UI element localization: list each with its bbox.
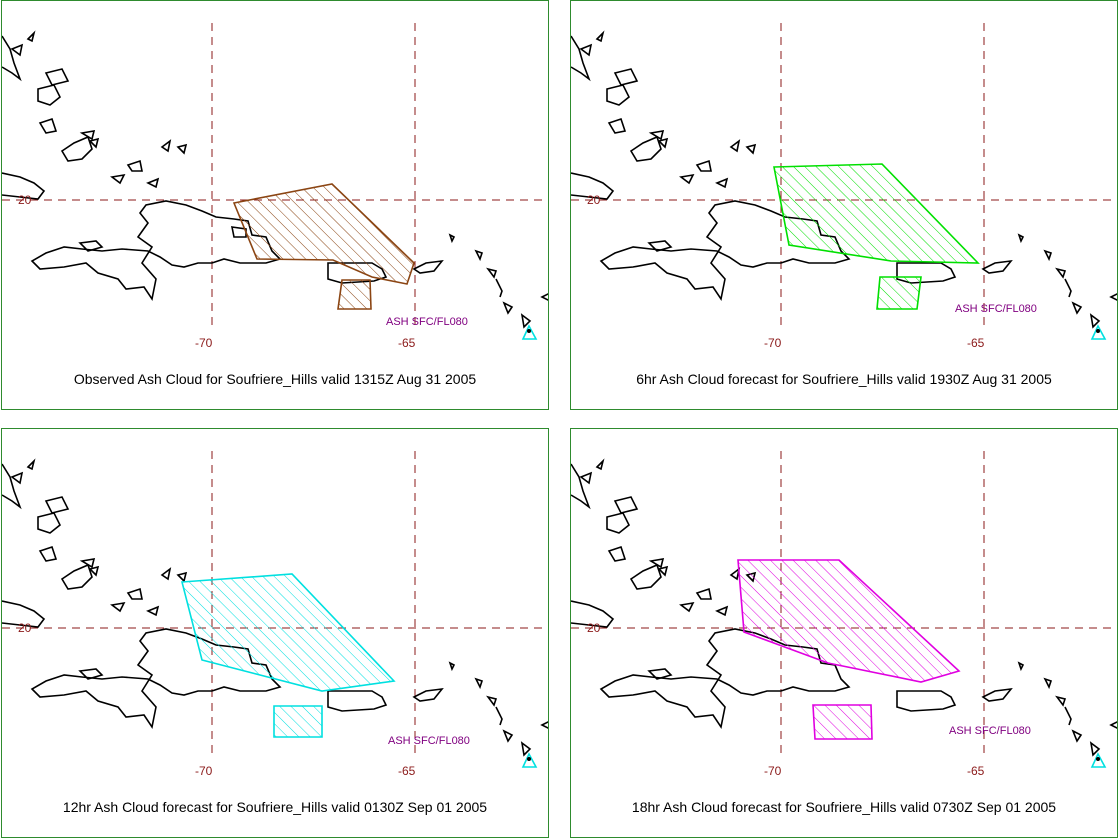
- ash-cloud-polygon: [180, 573, 396, 692]
- volcano-icon: [521, 752, 538, 768]
- lat-label-20: 20: [18, 621, 32, 635]
- lon-label-65: -65: [967, 764, 985, 778]
- panel-18hr-forecast: 20 -70 -65 ASH SFC/FL080 18hr Ash Cloud …: [570, 428, 1118, 838]
- coastline: [571, 30, 1117, 329]
- panel-12hr-forecast: 20 -70 -65 ASH SFC/FL080 12hr Ash Cloud …: [1, 428, 549, 838]
- lon-label-70: -70: [764, 764, 782, 778]
- panel-caption: 12hr Ash Cloud forecast for Soufriere_Hi…: [62, 799, 488, 815]
- map-observed: 20 -70 -65 ASH SFC/FL080: [2, 23, 548, 350]
- map-18hr: 20 -70 -65 ASH SFC/FL080: [571, 451, 1117, 778]
- lon-label-70: -70: [195, 764, 213, 778]
- ash-label: ASH SFC/FL080: [386, 316, 468, 328]
- volcano-icon: [1090, 324, 1107, 340]
- lat-label-20: 20: [18, 193, 32, 207]
- ash-label: ASH SFC/FL080: [949, 725, 1031, 737]
- ash-cloud-polygon-secondary: [273, 705, 323, 738]
- panel-caption: 18hr Ash Cloud forecast for Soufriere_Hi…: [631, 799, 1057, 815]
- panel-6hr-forecast: 20 -70 -65 ASH SFC/FL080 6hr Ash Cloud f…: [570, 0, 1118, 410]
- ash-cloud-polygon: [232, 183, 415, 285]
- lat-label-20: 20: [587, 193, 601, 207]
- panel-caption: 6hr Ash Cloud forecast for Soufriere_Hil…: [636, 371, 1052, 387]
- graticule: [2, 23, 548, 331]
- coastline: [2, 30, 548, 329]
- panel-caption: Observed Ash Cloud for Soufriere_Hills v…: [73, 371, 477, 387]
- panel-observed: 20 -70 -65 ASH SFC/FL080 Observed Ash Cl…: [1, 0, 549, 410]
- lat-label-20: 20: [587, 621, 601, 635]
- map-12hr: 20 -70 -65 ASH SFC/FL080: [2, 451, 548, 778]
- volcano-icon: [1090, 752, 1107, 768]
- lon-label-65: -65: [398, 764, 416, 778]
- ash-label: ASH SFC/FL080: [388, 735, 470, 747]
- ash-cloud-polygon: [737, 559, 961, 683]
- lon-label-65: -65: [967, 336, 985, 350]
- lon-label-65: -65: [398, 336, 416, 350]
- volcano-icon: [521, 324, 538, 340]
- ash-cloud-polygon-secondary: [876, 276, 922, 310]
- ash-cloud-polygon-secondary: [812, 704, 873, 740]
- lon-label-70: -70: [195, 336, 213, 350]
- map-6hr: 20 -70 -65 ASH SFC/FL080: [571, 23, 1117, 350]
- lon-label-70: -70: [764, 336, 782, 350]
- ash-label: ASH SFC/FL080: [955, 303, 1037, 315]
- ash-cloud-polygon: [773, 163, 980, 264]
- ash-cloud-polygon-secondary: [337, 279, 372, 310]
